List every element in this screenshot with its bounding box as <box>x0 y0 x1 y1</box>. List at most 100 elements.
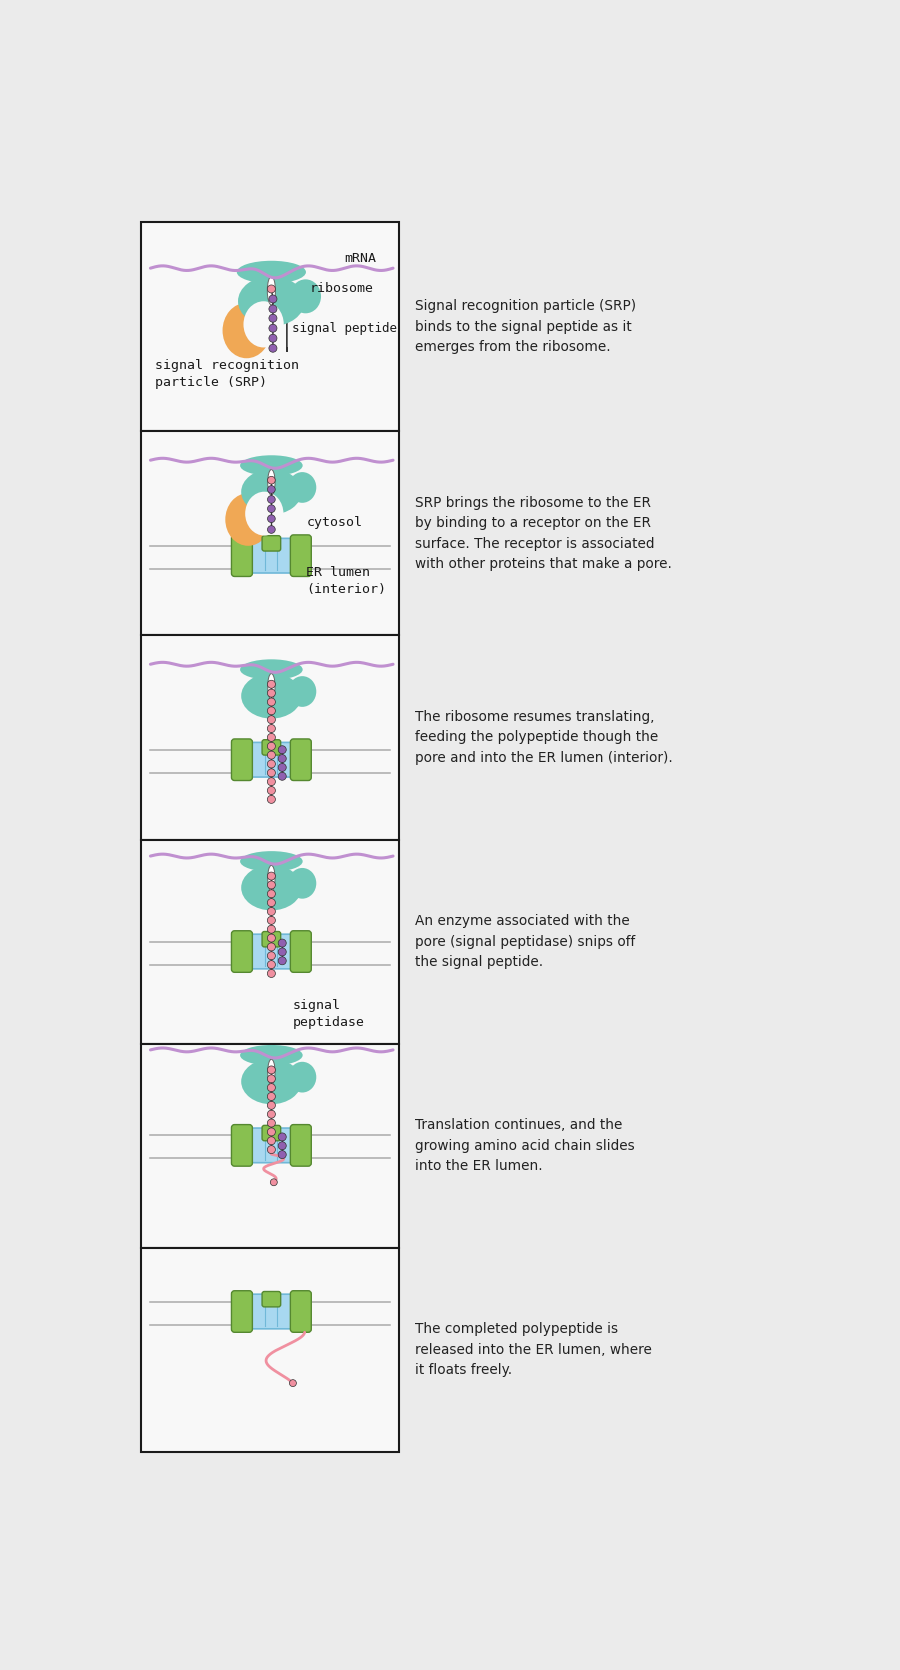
FancyBboxPatch shape <box>231 930 252 972</box>
Text: The completed polypeptide is
released into the ER lumen, where
it floats freely.: The completed polypeptide is released in… <box>415 1323 652 1378</box>
Circle shape <box>267 1127 275 1136</box>
Circle shape <box>267 952 275 960</box>
Ellipse shape <box>290 279 321 314</box>
Ellipse shape <box>225 493 271 546</box>
Circle shape <box>269 306 277 312</box>
Circle shape <box>267 944 275 950</box>
Text: The ribosome resumes translating,
feeding the polypeptide though the
pore and in: The ribosome resumes translating, feedin… <box>415 710 672 765</box>
Circle shape <box>278 746 286 753</box>
Circle shape <box>267 725 275 733</box>
Ellipse shape <box>245 491 284 536</box>
Text: signal
peptidase: signal peptidase <box>293 999 365 1029</box>
Circle shape <box>267 934 275 942</box>
Ellipse shape <box>288 868 316 898</box>
Ellipse shape <box>240 852 302 872</box>
Ellipse shape <box>267 469 275 494</box>
Circle shape <box>269 344 277 352</box>
Circle shape <box>267 716 275 723</box>
Text: SRP brings the ribosome to the ER
by binding to a receptor on the ER
surface. Th: SRP brings the ribosome to the ER by bin… <box>415 496 671 571</box>
FancyBboxPatch shape <box>291 930 311 972</box>
Circle shape <box>267 286 275 292</box>
Ellipse shape <box>240 1045 302 1065</box>
Circle shape <box>269 324 277 332</box>
Text: mRNA: mRNA <box>344 252 376 264</box>
Circle shape <box>267 496 275 503</box>
Circle shape <box>267 1075 275 1082</box>
Circle shape <box>278 1151 286 1159</box>
FancyBboxPatch shape <box>141 1044 400 1247</box>
Circle shape <box>267 1146 275 1154</box>
Circle shape <box>267 733 275 741</box>
Circle shape <box>267 872 275 880</box>
Circle shape <box>267 1119 275 1127</box>
FancyBboxPatch shape <box>291 534 311 576</box>
FancyBboxPatch shape <box>141 222 400 431</box>
Circle shape <box>267 795 275 803</box>
Circle shape <box>267 1101 275 1109</box>
Circle shape <box>267 907 275 915</box>
FancyBboxPatch shape <box>291 1124 311 1166</box>
FancyBboxPatch shape <box>262 1126 281 1141</box>
Circle shape <box>267 690 275 696</box>
Circle shape <box>267 741 275 750</box>
Circle shape <box>267 706 275 715</box>
Text: Signal recognition particle (SRP)
binds to the signal peptide as it
emerges from: Signal recognition particle (SRP) binds … <box>415 299 636 354</box>
Ellipse shape <box>267 673 275 700</box>
Circle shape <box>267 680 275 688</box>
Circle shape <box>267 760 275 768</box>
Ellipse shape <box>241 469 302 514</box>
Text: cytosol: cytosol <box>306 516 362 529</box>
Ellipse shape <box>241 673 302 718</box>
FancyBboxPatch shape <box>245 1127 298 1162</box>
Ellipse shape <box>267 1059 275 1086</box>
Circle shape <box>269 314 277 322</box>
Circle shape <box>267 1092 275 1101</box>
Circle shape <box>267 890 275 898</box>
Circle shape <box>267 768 275 777</box>
Circle shape <box>269 334 277 342</box>
Ellipse shape <box>244 301 284 347</box>
Circle shape <box>278 1132 286 1141</box>
Circle shape <box>267 917 275 925</box>
Circle shape <box>270 1179 277 1186</box>
Circle shape <box>269 296 277 302</box>
Text: signal recognition
particle (SRP): signal recognition particle (SRP) <box>155 359 299 389</box>
Circle shape <box>278 763 286 772</box>
Circle shape <box>267 970 275 977</box>
FancyBboxPatch shape <box>141 431 400 636</box>
FancyBboxPatch shape <box>262 536 281 551</box>
Circle shape <box>267 1084 275 1092</box>
Circle shape <box>267 486 275 493</box>
Circle shape <box>267 514 275 523</box>
Text: ER lumen
(interior): ER lumen (interior) <box>306 566 386 596</box>
Circle shape <box>267 1111 275 1119</box>
Circle shape <box>267 476 275 484</box>
FancyBboxPatch shape <box>245 538 298 573</box>
Circle shape <box>267 752 275 760</box>
Circle shape <box>278 772 286 780</box>
Ellipse shape <box>241 1059 302 1104</box>
Circle shape <box>267 526 275 533</box>
Ellipse shape <box>240 660 302 680</box>
FancyBboxPatch shape <box>231 738 252 780</box>
FancyBboxPatch shape <box>245 743 298 777</box>
Circle shape <box>267 898 275 907</box>
Circle shape <box>290 1379 296 1386</box>
FancyBboxPatch shape <box>291 738 311 780</box>
Ellipse shape <box>267 865 275 892</box>
Circle shape <box>267 960 275 969</box>
Circle shape <box>267 787 275 795</box>
Ellipse shape <box>241 865 302 910</box>
Text: An enzyme associated with the
pore (signal peptidase) snips off
the signal pepti: An enzyme associated with the pore (sign… <box>415 913 635 969</box>
Ellipse shape <box>222 302 271 359</box>
Ellipse shape <box>240 456 302 476</box>
FancyBboxPatch shape <box>291 1291 311 1333</box>
Circle shape <box>267 1137 275 1144</box>
FancyBboxPatch shape <box>231 1124 252 1166</box>
Circle shape <box>278 957 286 965</box>
Ellipse shape <box>288 676 316 706</box>
FancyBboxPatch shape <box>262 740 281 755</box>
Circle shape <box>267 778 275 785</box>
Circle shape <box>267 698 275 706</box>
Text: ribosome: ribosome <box>310 282 374 296</box>
